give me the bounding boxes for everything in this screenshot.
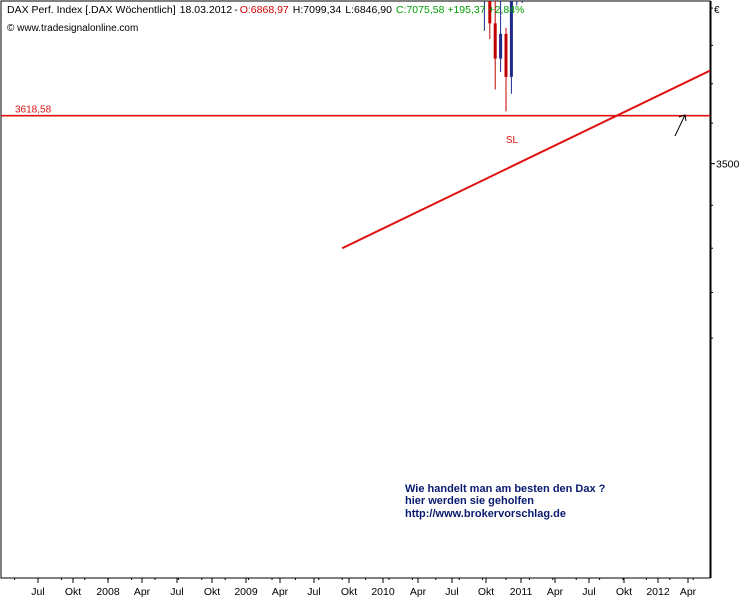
stop-loss-label: SL: [506, 135, 519, 146]
candle-body: [493, 23, 497, 59]
header-separator: -: [234, 4, 238, 16]
plot-frame: [0, 0, 711, 579]
header-low: L:6846,90: [345, 4, 392, 16]
level-label-4: 3618,58: [15, 105, 52, 116]
instrument-title: DAX Perf. Index [.DAX Wöchentlich] 18.03.…: [7, 4, 524, 16]
candle-body: [499, 33, 503, 59]
candle-body: [509, 1, 513, 77]
x-tick-label: 2009: [234, 586, 258, 598]
candle: [483, 1, 485, 31]
candle: [499, 1, 503, 73]
header-high: H:7099,34: [293, 4, 342, 16]
header-close-change: C:7075,58 +195,37 +2,84%: [396, 4, 524, 16]
horizontal-levels: [1, 114, 710, 117]
wave-labels: 12345SL: [506, 135, 519, 146]
x-tick-label: Okt: [65, 586, 81, 598]
x-tick-label: Apr: [134, 586, 151, 598]
x-tick-label: Jul: [445, 586, 458, 598]
promo-link[interactable]: http://www.brokervorschlag.de: [405, 508, 566, 520]
x-tick-label: Okt: [341, 586, 357, 598]
x-tick-label: Jul: [582, 586, 595, 598]
x-tick-label: Okt: [616, 586, 632, 598]
x-tick-label: Okt: [204, 586, 220, 598]
x-tick-label: Okt: [478, 586, 494, 598]
x-tick-label: Apr: [272, 586, 289, 598]
x-tick-label: Jul: [170, 586, 183, 598]
candle: [488, 1, 492, 40]
currency-symbol: €: [714, 5, 720, 16]
projection-arrow: [674, 114, 687, 137]
x-tick-label: 2011: [510, 586, 533, 598]
candle: [493, 1, 497, 90]
candle: [504, 27, 508, 112]
candle: [509, 1, 513, 94]
x-axis-ticks: Jul Okt 2008 Apr Jul Okt 2009 Apr Jul Okt 2010 Apr J…: [14, 578, 697, 598]
promo-line-1: Wie handelt man am besten den Dax ?: [405, 483, 606, 495]
y-axis-ticks: 3500400045005000550060006500700075008000: [710, 7, 740, 339]
x-tick-label: Apr: [547, 586, 564, 598]
x-tick-label: 2010: [371, 586, 395, 598]
candle-body: [504, 33, 508, 77]
y-tick-label: 3500: [716, 159, 740, 171]
trendline-long-term-support: [341, 69, 710, 250]
website-credit: © www.tradesignalonline.com: [7, 23, 138, 34]
level-labels: 7614,716996,266374,975177,593618,587476,…: [15, 105, 52, 116]
x-tick-label: 2008: [96, 586, 120, 598]
x-tick-label: Jul: [31, 586, 44, 598]
promo-line-2: hier werden sie geholfen: [405, 495, 534, 507]
x-tick-label: Apr: [680, 586, 697, 598]
trendlines: [341, 69, 710, 250]
instrument-name: DAX Perf. Index [.DAX Wöchentlich]: [7, 4, 176, 16]
header-date: 18.03.2012: [180, 4, 233, 16]
weekly-candles: [483, 1, 523, 112]
x-tick-label: Apr: [410, 586, 427, 598]
header-open: O:6868,97: [240, 4, 289, 16]
candle-body: [488, 1, 492, 24]
x-tick-label: 2012: [646, 586, 670, 598]
x-tick-label: Jul: [307, 586, 320, 598]
